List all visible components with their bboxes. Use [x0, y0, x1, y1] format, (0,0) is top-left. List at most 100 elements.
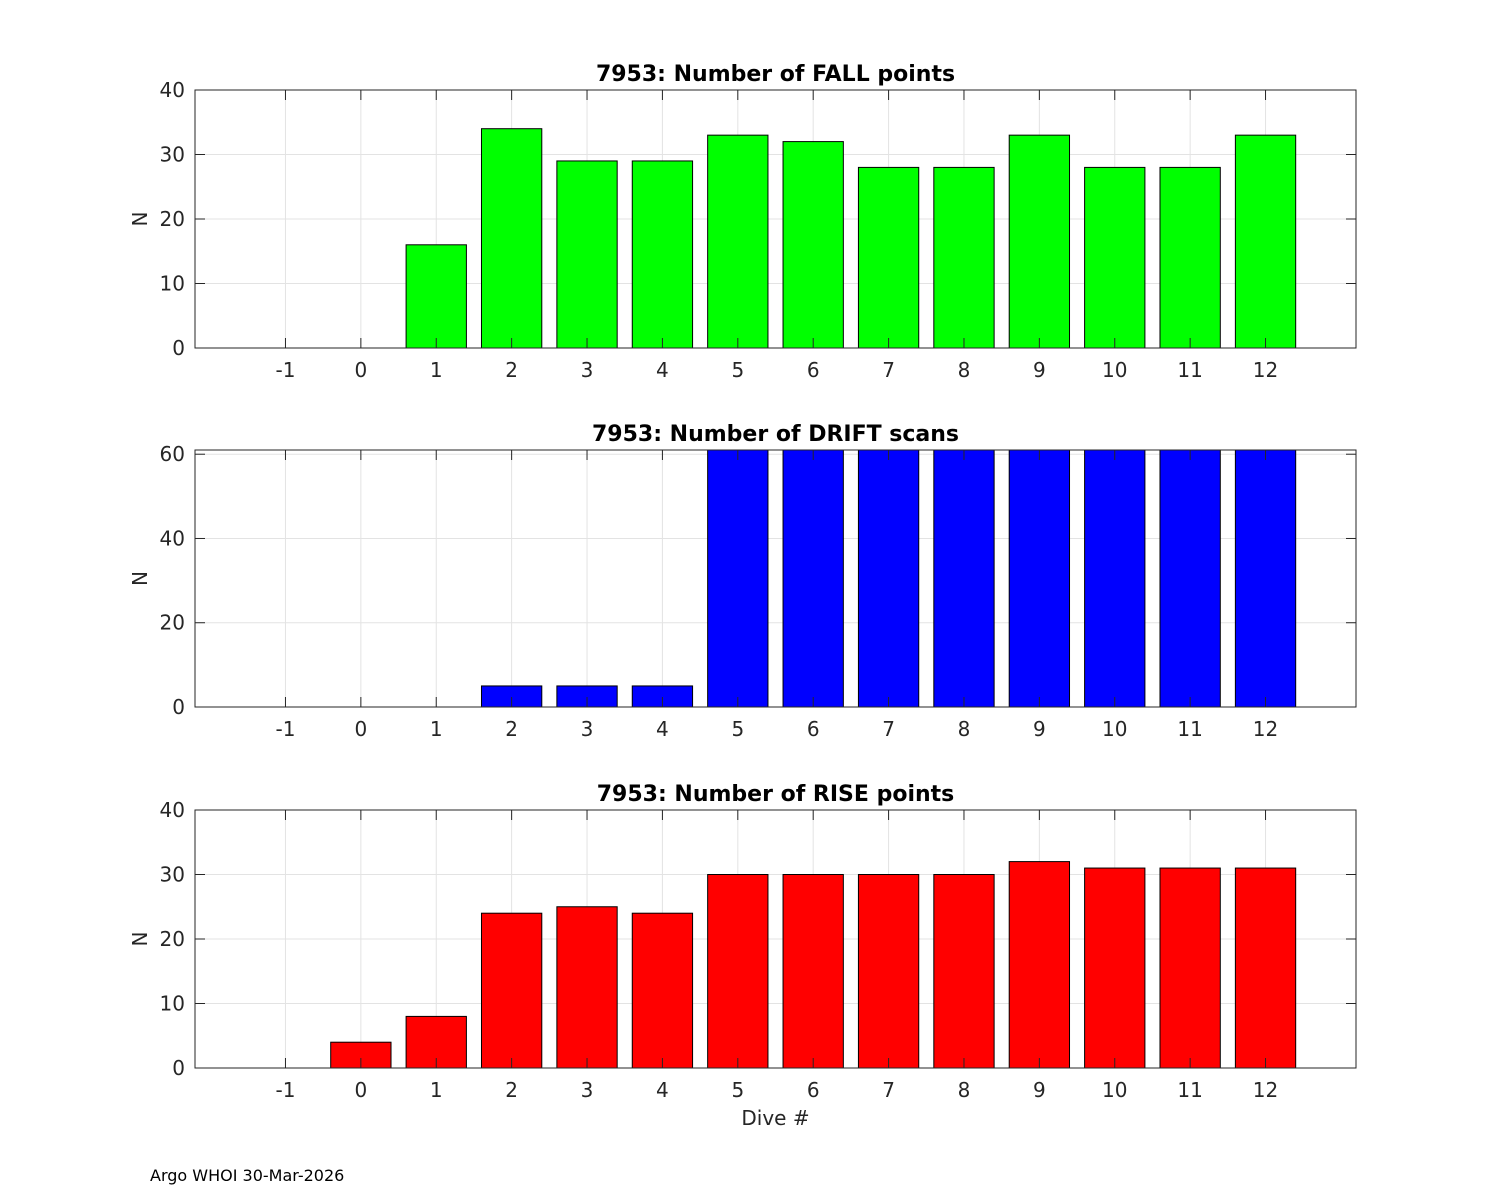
x-tick-label: 1 [430, 358, 443, 382]
bar-dive-7 [857, 166, 920, 349]
bar-dive-5 [707, 449, 769, 708]
x-tick-label: 4 [656, 358, 669, 382]
chart-title: 7953: Number of FALL points [596, 62, 955, 87]
bar-dive-10 [1084, 867, 1146, 1069]
bar-dive-11 [1159, 166, 1221, 349]
x-tick-label: 10 [1102, 358, 1127, 382]
y-axis-label: N [128, 212, 152, 227]
bar-dive-9 [1008, 861, 1071, 1069]
x-tick-label: 12 [1253, 1078, 1278, 1102]
bar-dive-8 [933, 874, 995, 1069]
x-tick-label: 9 [1033, 717, 1046, 741]
x-tick-label: -1 [275, 1078, 295, 1102]
x-tick-label: 10 [1102, 1078, 1127, 1102]
x-tick-label: 5 [731, 358, 744, 382]
bar-dive-2 [480, 912, 543, 1069]
x-tick-label: 12 [1253, 717, 1278, 741]
axes-box [194, 449, 1357, 708]
chart-title: 7953: Number of RISE points [597, 782, 955, 807]
x-tick-label: 12 [1253, 358, 1278, 382]
x-tick-label: 3 [581, 1078, 594, 1102]
x-tick-label: 3 [581, 717, 594, 741]
x-tick-label: 10 [1102, 717, 1127, 741]
x-tick-label: -1 [275, 717, 295, 741]
bar-dive-10 [1084, 449, 1146, 708]
x-tick-label: 0 [354, 1078, 367, 1102]
x-tick-label: 2 [505, 1078, 518, 1102]
x-tick-label: 8 [958, 717, 971, 741]
bar-dive-6 [782, 449, 844, 708]
y-tick-label: 10 [160, 272, 185, 296]
bar-dive-9 [1008, 449, 1071, 708]
footer-credit: Argo WHOI 30-Mar-2026 [150, 1166, 345, 1185]
y-tick-label: 40 [160, 526, 185, 550]
bar-dive-5 [707, 874, 769, 1069]
x-tick-label: 11 [1177, 358, 1202, 382]
y-tick-label: 60 [160, 442, 185, 466]
bar-dive-8 [933, 166, 995, 349]
bar-dive-12 [1234, 449, 1297, 708]
x-tick-label: 0 [354, 358, 367, 382]
x-tick-label: 9 [1033, 358, 1046, 382]
bar-dive-3 [556, 160, 618, 349]
bar-dive-6 [782, 874, 844, 1069]
bar-dive-12 [1234, 134, 1297, 349]
x-tick-label: 6 [807, 717, 820, 741]
x-tick-label: 8 [958, 358, 971, 382]
x-tick-label: 7 [882, 1078, 895, 1102]
x-tick-label: 5 [731, 717, 744, 741]
x-tick-label: 5 [731, 1078, 744, 1102]
x-tick-label: 1 [430, 1078, 443, 1102]
y-tick-label: 40 [160, 798, 185, 822]
x-tick-label: 6 [807, 358, 820, 382]
x-tick-label: 7 [882, 358, 895, 382]
x-tick-label: 2 [505, 358, 518, 382]
bar-dive-11 [1159, 867, 1221, 1069]
bar-dive-12 [1234, 867, 1297, 1069]
x-tick-label: 9 [1033, 1078, 1046, 1102]
chart-title: 7953: Number of DRIFT scans [592, 422, 959, 447]
bar-dive-1 [405, 244, 467, 349]
x-tick-label: -1 [275, 358, 295, 382]
x-tick-label: 0 [354, 717, 367, 741]
bar-dive-2 [480, 128, 543, 349]
bar-dive-7 [857, 874, 920, 1069]
y-tick-label: 0 [172, 336, 185, 360]
y-tick-label: 20 [160, 611, 185, 635]
y-tick-label: 20 [160, 207, 185, 231]
y-tick-label: 0 [172, 695, 185, 719]
bar-dive-4 [631, 160, 694, 349]
x-tick-label: 11 [1177, 717, 1202, 741]
x-tick-label: 1 [430, 717, 443, 741]
x-tick-label: 6 [807, 1078, 820, 1102]
bar-dive-4 [631, 912, 694, 1069]
y-axis-label: N [128, 932, 152, 947]
y-tick-label: 30 [160, 863, 185, 887]
x-tick-label: 2 [505, 717, 518, 741]
bar-dive-6 [782, 141, 844, 349]
x-tick-label: 7 [882, 717, 895, 741]
x-tick-label: 8 [958, 1078, 971, 1102]
bar-dive-8 [933, 449, 995, 708]
bar-dive-10 [1084, 166, 1146, 349]
y-tick-label: 20 [160, 927, 185, 951]
bar-dive-3 [556, 906, 618, 1069]
bar-dive-7 [857, 449, 920, 708]
x-tick-label: 4 [656, 717, 669, 741]
y-tick-label: 10 [160, 992, 185, 1016]
y-tick-label: 30 [160, 143, 185, 167]
x-axis-label: Dive # [741, 1106, 809, 1130]
bar-dive-5 [707, 134, 769, 349]
bar-dive-9 [1008, 134, 1071, 349]
x-tick-label: 11 [1177, 1078, 1202, 1102]
y-axis-label: N [128, 571, 152, 586]
y-tick-label: 0 [172, 1056, 185, 1080]
x-tick-label: 4 [656, 1078, 669, 1102]
y-tick-label: 40 [160, 78, 185, 102]
x-tick-label: 3 [581, 358, 594, 382]
bar-dive-11 [1159, 449, 1221, 708]
